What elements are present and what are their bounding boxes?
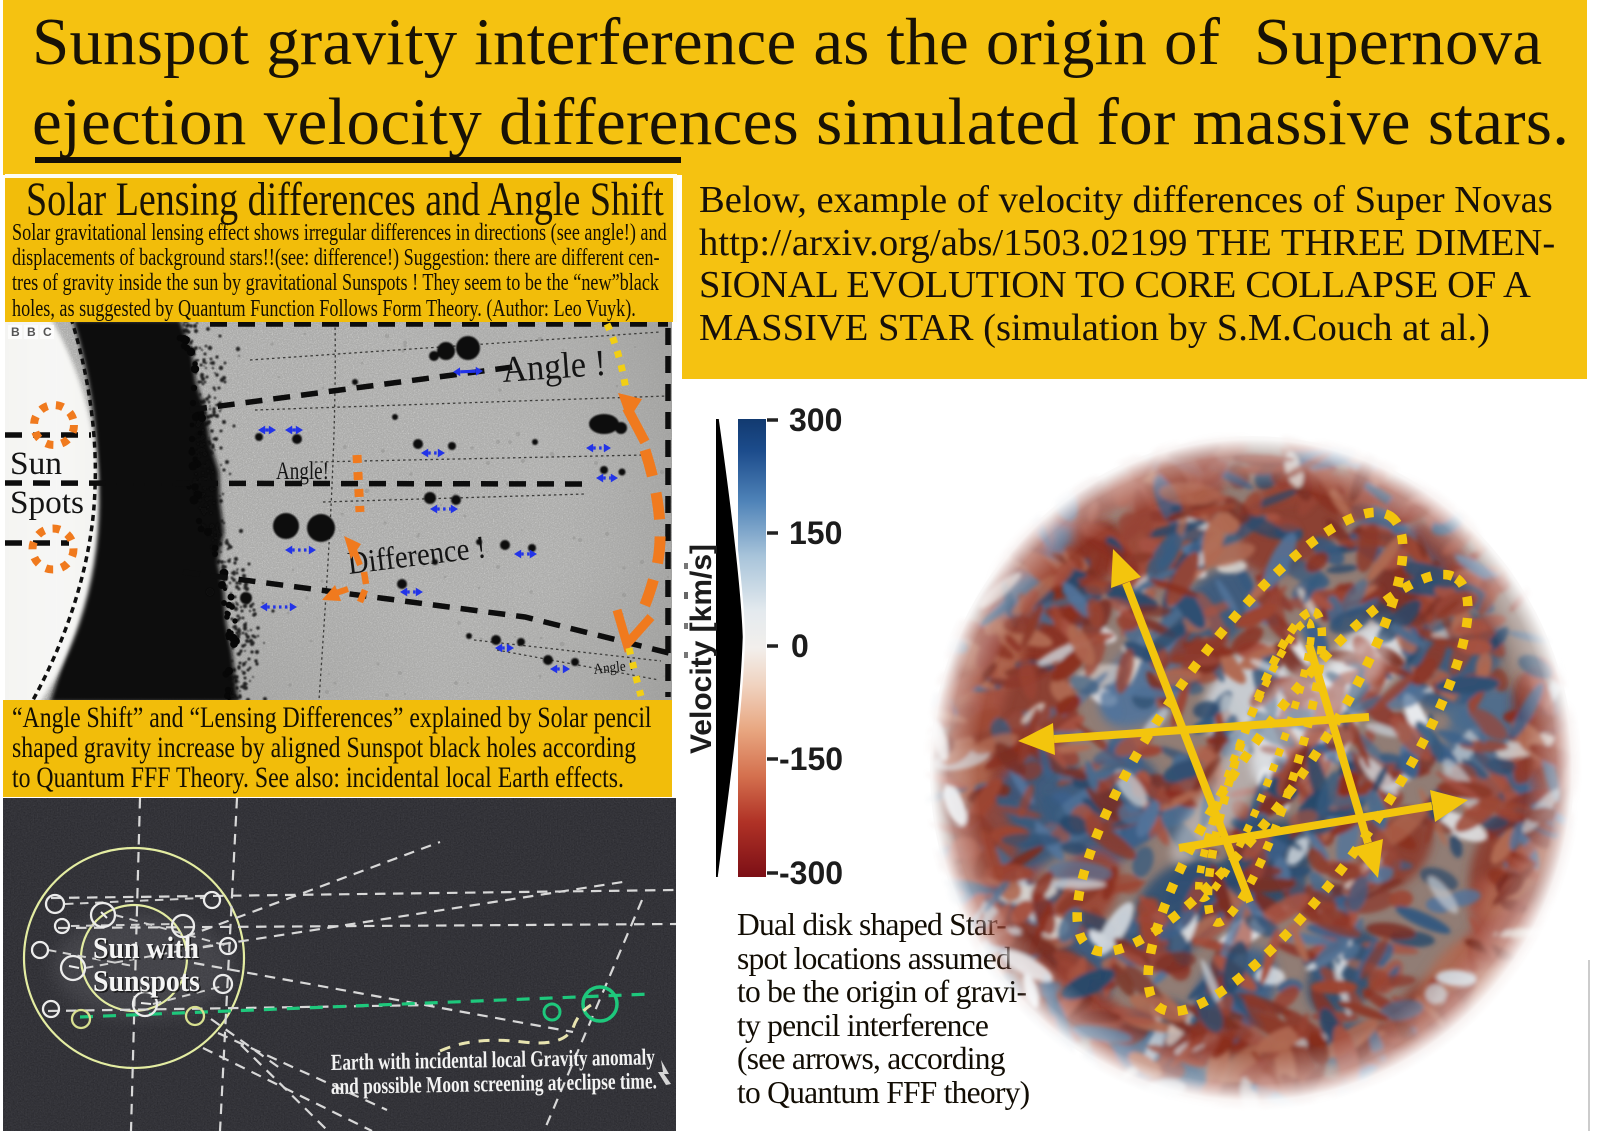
svg-text:0: 0 <box>791 628 809 664</box>
svg-text:B: B <box>11 325 20 339</box>
svg-text:-300: -300 <box>779 855 843 891</box>
svg-text:Sun with: Sun with <box>93 930 199 965</box>
svg-text:Sun: Sun <box>10 446 62 482</box>
svg-text:-150: -150 <box>779 741 843 777</box>
svg-text:Angle !: Angle ! <box>593 658 634 678</box>
svg-text:C: C <box>43 325 52 339</box>
svg-text:and possible Moon screening at: and possible Moon screening at eclipse t… <box>331 1068 657 1099</box>
svg-text:Velocity [km/s]: Velocity [km/s] <box>685 544 718 754</box>
svg-text:B: B <box>27 325 36 339</box>
svg-text:Angle !: Angle ! <box>501 343 608 391</box>
svg-text:Sunspots: Sunspots <box>93 963 200 998</box>
svg-text:Sun with: Sun with <box>95 932 201 967</box>
svg-text:Angle!: Angle! <box>276 458 329 485</box>
svg-text:Earth with incidental local Gr: Earth with incidental local Gravity anom… <box>331 1044 656 1075</box>
svg-text:Spots: Spots <box>10 485 84 521</box>
svg-text:150: 150 <box>789 515 842 551</box>
svg-text:300: 300 <box>789 402 842 438</box>
svg-text:Sunspots: Sunspots <box>95 965 202 1000</box>
